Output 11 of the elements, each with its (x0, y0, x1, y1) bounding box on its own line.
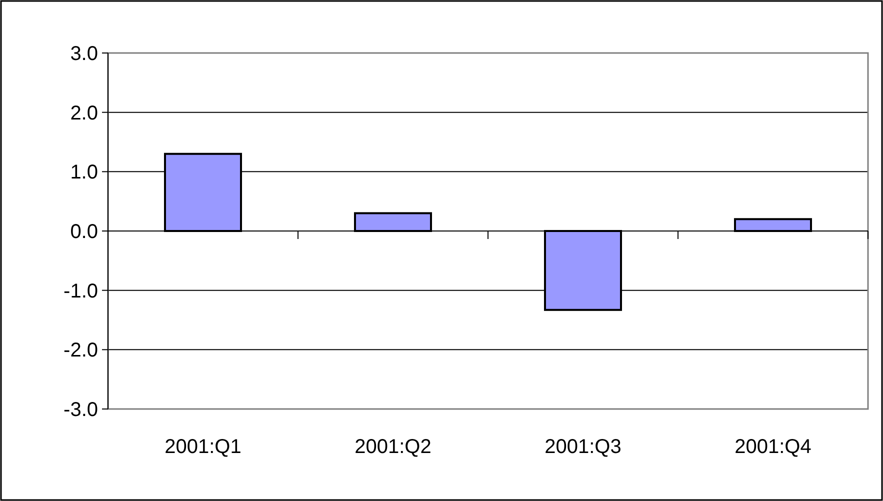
y-tick-label: 2.0 (70, 102, 98, 124)
y-tick-label: -3.0 (64, 399, 98, 421)
y-tick-label: 1.0 (70, 162, 98, 184)
y-tick-label: 3.0 (70, 43, 98, 65)
x-tick-label: 2001:Q1 (164, 436, 242, 458)
x-tick-label: 2001:Q2 (354, 436, 432, 458)
y-tick-label: -2.0 (64, 340, 98, 362)
y-tick-label: 0.0 (70, 221, 98, 243)
x-tick-label: 2001:Q4 (734, 436, 812, 458)
y-tick-label: -1.0 (64, 280, 98, 302)
x-tick-label: 2001:Q3 (544, 436, 622, 458)
